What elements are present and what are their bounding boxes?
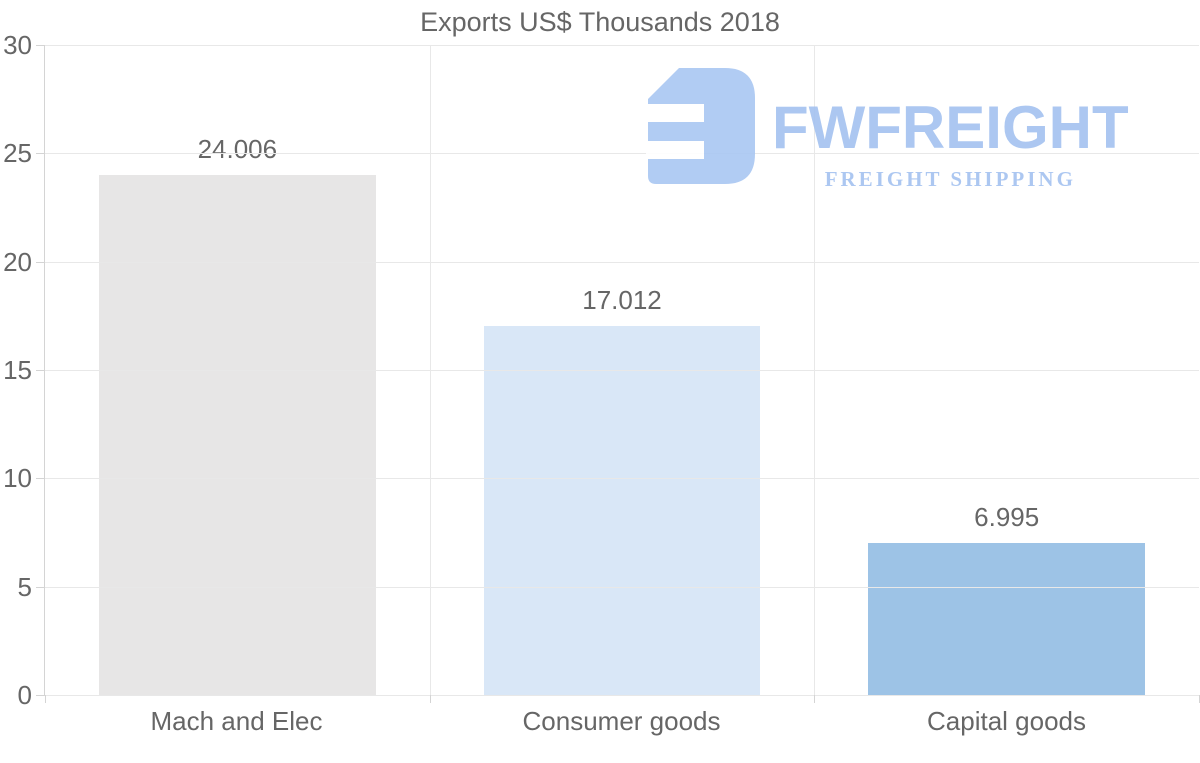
y-tick-label: 15 xyxy=(3,355,32,385)
gridline-horizontal xyxy=(45,478,1199,480)
y-tick-label: 5 xyxy=(17,571,32,602)
gridline-horizontal xyxy=(45,695,1199,696)
gridline-horizontal xyxy=(45,45,1199,46)
x-tick-label: Consumer goods xyxy=(522,706,721,736)
x-tick-label: Mach and Elec xyxy=(150,706,323,736)
x-tick-label: Capital goods xyxy=(927,706,1086,736)
y-axis-tick-mark xyxy=(36,45,45,46)
gridline-horizontal xyxy=(45,261,1199,263)
bar xyxy=(98,174,376,695)
x-axis-tick-mark xyxy=(814,695,816,703)
bars-container: 24.006 17.012 6.995 xyxy=(45,45,1199,695)
plot-area: 24.006 17.012 6.995 xyxy=(36,45,1200,703)
y-axis: 0 5 10 15 20 25 30 xyxy=(0,32,34,708)
bar-column: 17.012 xyxy=(430,45,815,695)
y-axis-tick-mark xyxy=(36,153,45,155)
y-tick-label: 10 xyxy=(3,463,32,494)
gridline-horizontal xyxy=(45,586,1199,588)
bar-column: 6.995 xyxy=(814,45,1199,695)
y-axis-tick-mark xyxy=(36,478,45,480)
gridline-horizontal xyxy=(45,370,1199,371)
x-axis-tick-mark xyxy=(429,695,431,703)
bar-column: 24.006 xyxy=(45,45,430,695)
bar-value-label: 6.995 xyxy=(974,502,1040,533)
y-tick-label: 30 xyxy=(3,30,32,60)
bar-value-label: 24.006 xyxy=(197,133,278,164)
y-axis-tick-mark xyxy=(36,586,45,588)
bar xyxy=(868,543,1146,695)
gridline-vertical xyxy=(814,45,816,695)
chart-title: Exports US$ Thousands 2018 xyxy=(420,7,780,37)
x-axis-labels: Mach and Elec Consumer goods Capital goods xyxy=(44,706,1199,737)
bar-value-label: 17.012 xyxy=(582,285,662,316)
gridline-vertical xyxy=(429,45,431,695)
y-axis-tick-mark xyxy=(36,261,45,263)
y-tick-label: 25 xyxy=(3,138,32,169)
y-axis-tick-mark xyxy=(36,370,45,371)
gridline-horizontal xyxy=(45,153,1199,155)
bar xyxy=(483,326,761,695)
y-tick-label: 20 xyxy=(3,246,32,277)
x-axis-tick-mark xyxy=(45,695,46,703)
y-axis-tick-mark xyxy=(36,695,45,696)
y-tick-label: 0 xyxy=(17,680,32,710)
